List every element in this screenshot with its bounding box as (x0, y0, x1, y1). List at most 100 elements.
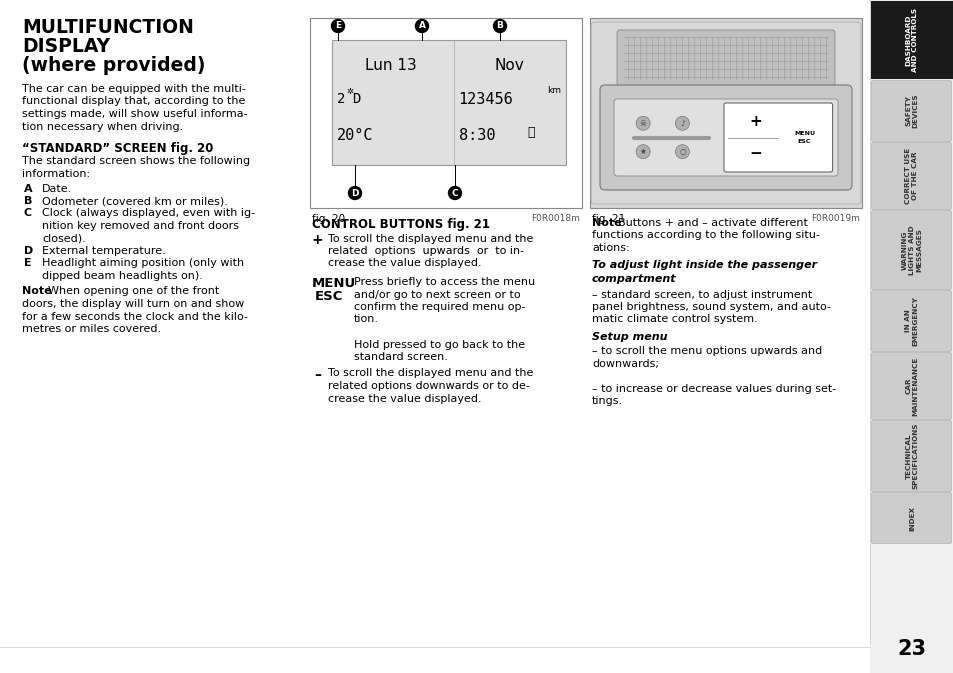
Circle shape (675, 145, 689, 159)
Text: SAFETY
DEVICES: SAFETY DEVICES (904, 94, 918, 129)
Text: C: C (24, 209, 32, 219)
Text: 8:30: 8:30 (458, 128, 495, 143)
Text: Buttons + and – activate different: Buttons + and – activate different (618, 218, 807, 228)
Text: Clock (always displayed, even with ig-: Clock (always displayed, even with ig- (42, 209, 254, 219)
FancyBboxPatch shape (871, 291, 950, 351)
FancyBboxPatch shape (871, 353, 950, 419)
Text: MENU: MENU (312, 277, 355, 290)
Text: D: D (24, 246, 33, 256)
Text: nition key removed and front doors: nition key removed and front doors (42, 221, 239, 231)
Text: –: – (314, 369, 320, 382)
Text: Press briefly to access the menu: Press briefly to access the menu (354, 277, 535, 287)
Text: 23: 23 (897, 639, 925, 659)
Text: metres or miles covered.: metres or miles covered. (22, 324, 161, 334)
Text: dipped beam headlights on).: dipped beam headlights on). (42, 271, 203, 281)
Bar (870, 1, 952, 79)
Text: tion.: tion. (354, 314, 378, 324)
Text: The car can be equipped with the multi-: The car can be equipped with the multi- (22, 84, 246, 94)
Text: compartment: compartment (592, 274, 676, 284)
Text: for a few seconds the clock and the kilo-: for a few seconds the clock and the kilo… (22, 312, 248, 322)
Text: To scroll the displayed menu and the: To scroll the displayed menu and the (328, 234, 533, 244)
Text: ESC: ESC (314, 290, 343, 303)
Text: tion necessary when driving.: tion necessary when driving. (22, 122, 183, 131)
Text: ☠: ☠ (639, 119, 646, 128)
FancyBboxPatch shape (871, 211, 950, 289)
Bar (589, 18, 862, 208)
Text: DISPLAY: DISPLAY (22, 37, 110, 56)
Text: ○: ○ (679, 147, 685, 156)
Text: 20°C: 20°C (336, 128, 374, 143)
Text: +: + (748, 114, 760, 129)
FancyBboxPatch shape (871, 493, 950, 544)
Text: 2: 2 (336, 92, 345, 106)
Text: DASHBOARD
AND CONTROLS: DASHBOARD AND CONTROLS (904, 8, 918, 72)
Text: fig. 20: fig. 20 (312, 214, 345, 224)
Circle shape (675, 116, 689, 131)
Bar (869, 0, 953, 673)
Text: and/or go to next screen or to: and/or go to next screen or to (354, 289, 520, 299)
Text: (where provided): (where provided) (22, 56, 205, 75)
Text: The standard screen shows the following: The standard screen shows the following (22, 157, 250, 166)
Text: Hold pressed to go back to the: Hold pressed to go back to the (354, 339, 524, 349)
FancyBboxPatch shape (614, 99, 837, 176)
Text: fig. 21: fig. 21 (592, 214, 624, 224)
Text: downwards;: downwards; (592, 359, 659, 369)
FancyBboxPatch shape (871, 143, 950, 209)
Text: TECHNICAL
SPECIFICATIONS: TECHNICAL SPECIFICATIONS (904, 423, 918, 489)
Text: IN AN
EMERGENCY: IN AN EMERGENCY (904, 296, 918, 346)
Text: INDEX: INDEX (908, 505, 914, 530)
Text: settings made, will show useful informa-: settings made, will show useful informa- (22, 109, 248, 119)
Circle shape (493, 20, 506, 32)
Text: – to scroll the menu options upwards and: – to scroll the menu options upwards and (592, 347, 821, 357)
Text: doors, the display will turn on and show: doors, the display will turn on and show (22, 299, 244, 309)
Text: standard screen.: standard screen. (354, 352, 447, 362)
Text: E: E (24, 258, 31, 269)
Circle shape (636, 116, 650, 131)
Text: crease the value displayed.: crease the value displayed. (328, 258, 481, 269)
Text: – to increase or decrease values during set-: – to increase or decrease values during … (592, 384, 836, 394)
Text: functional display that, according to the: functional display that, according to th… (22, 96, 245, 106)
Circle shape (448, 186, 461, 199)
Text: ✲: ✲ (346, 87, 353, 96)
Text: Nov: Nov (495, 58, 524, 73)
Text: Date.: Date. (42, 184, 72, 194)
Text: WARNING
LIGHTS AND
MESSAGES: WARNING LIGHTS AND MESSAGES (901, 225, 921, 275)
Text: closed).: closed). (42, 234, 86, 244)
Text: To scroll the displayed menu and the: To scroll the displayed menu and the (328, 369, 533, 378)
Circle shape (348, 186, 361, 199)
Text: ★: ★ (639, 147, 646, 156)
Text: B: B (497, 22, 503, 30)
Text: related options downwards or to de-: related options downwards or to de- (328, 381, 529, 391)
Circle shape (636, 145, 650, 159)
Text: Setup menu: Setup menu (592, 332, 667, 342)
Text: Note: Note (22, 287, 51, 297)
Text: tings.: tings. (592, 396, 622, 406)
Text: CONTROL BUTTONS fig. 21: CONTROL BUTTONS fig. 21 (312, 218, 490, 231)
Text: MENU: MENU (793, 131, 814, 136)
Text: F0R0019m: F0R0019m (810, 214, 859, 223)
FancyBboxPatch shape (599, 85, 851, 190)
Text: D: D (351, 188, 358, 197)
Text: D: D (352, 92, 360, 106)
Text: km: km (547, 86, 560, 95)
Text: Headlight aiming position (only with: Headlight aiming position (only with (42, 258, 244, 269)
Text: ♪: ♪ (679, 119, 684, 128)
Text: C: C (451, 188, 457, 197)
Text: A: A (24, 184, 32, 194)
Text: crease the value displayed.: crease the value displayed. (328, 394, 481, 404)
Text: A: A (418, 22, 425, 30)
Text: +: + (312, 234, 323, 248)
Text: Lun 13: Lun 13 (364, 58, 416, 73)
Text: F0R0018m: F0R0018m (531, 214, 579, 223)
Text: Note: Note (592, 218, 621, 228)
Text: panel brightness, sound system, and auto-: panel brightness, sound system, and auto… (592, 302, 830, 312)
Text: information:: information: (22, 169, 90, 179)
Text: – standard screen, to adjust instrument: – standard screen, to adjust instrument (592, 289, 811, 299)
Text: functions according to the following situ-: functions according to the following sit… (592, 230, 819, 240)
Text: ations:: ations: (592, 243, 629, 253)
FancyBboxPatch shape (871, 81, 950, 141)
FancyBboxPatch shape (617, 30, 834, 86)
Text: ESC: ESC (797, 139, 810, 144)
Text: To adjust light inside the passenger: To adjust light inside the passenger (592, 260, 817, 271)
FancyBboxPatch shape (723, 103, 832, 172)
